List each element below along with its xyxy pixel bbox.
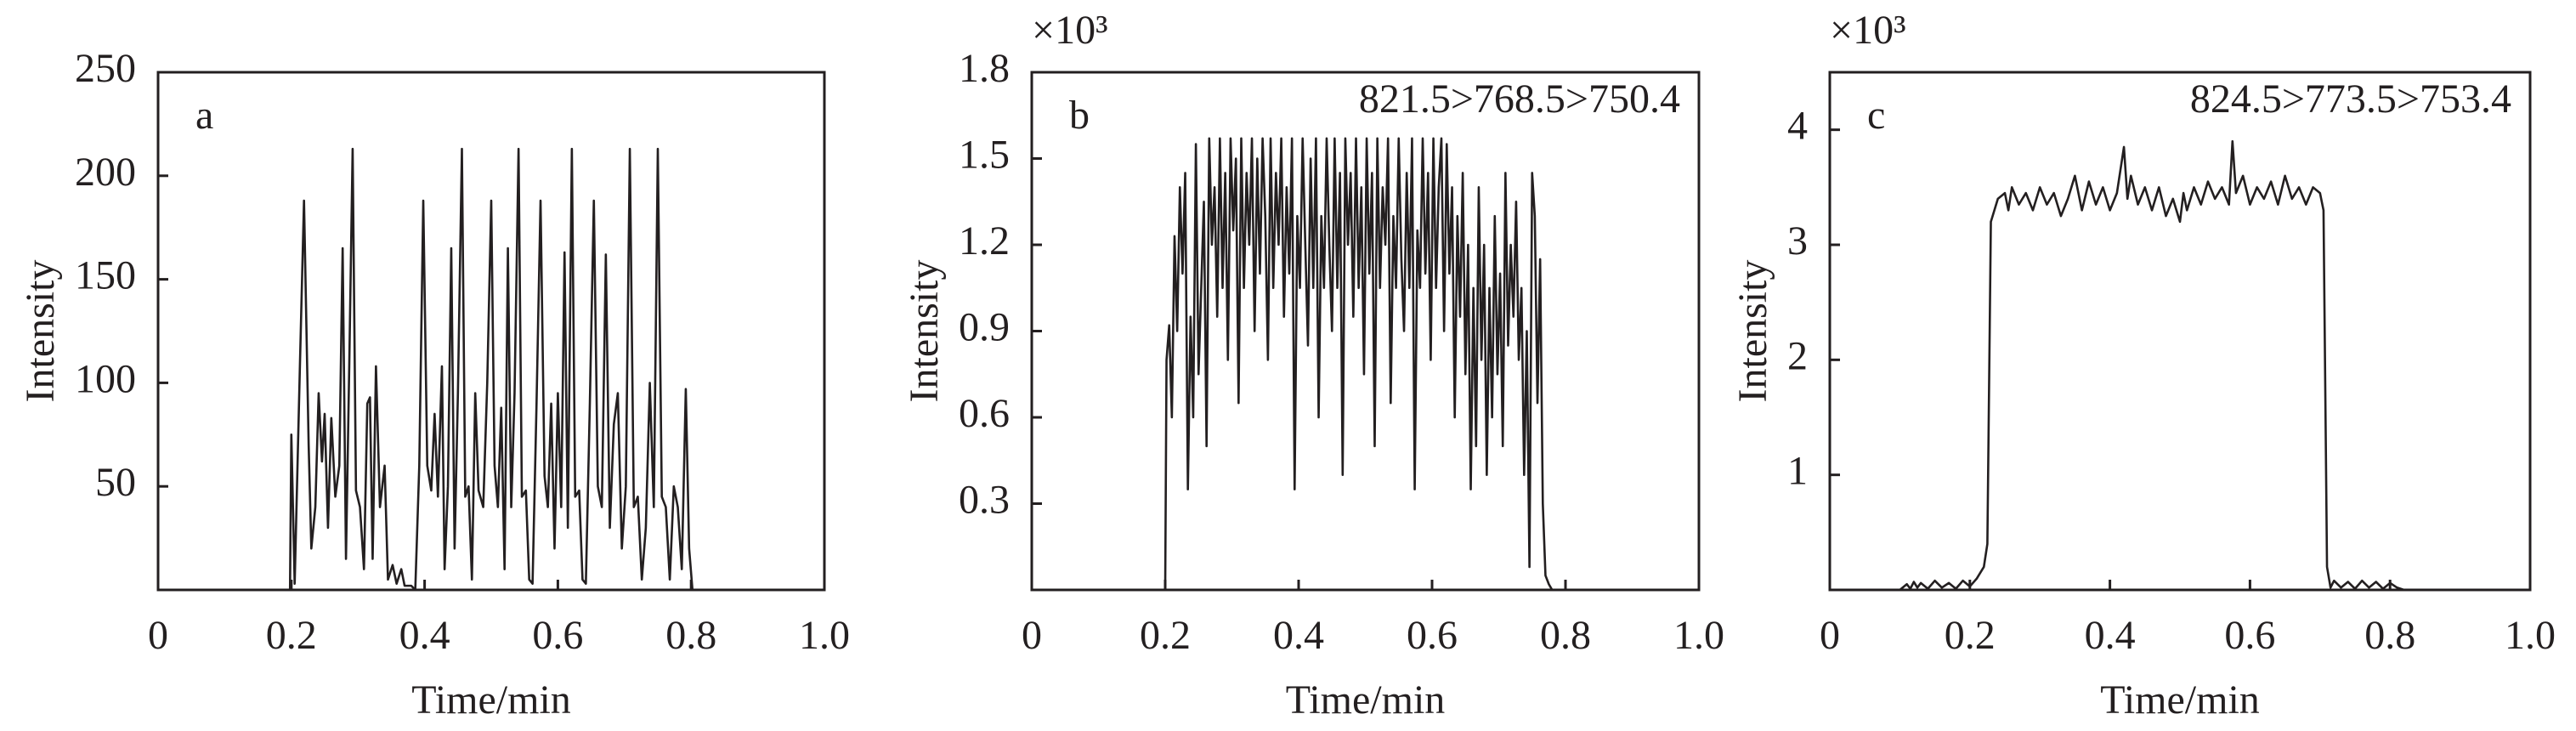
transition-annotation: 821.5>768.5>750.4 [1359,76,1680,122]
x-tick-label: 0.8 [2364,613,2415,658]
y-tick-label: 1.8 [959,46,1010,91]
y-tick-label: 4 [1787,104,1808,149]
x-axis-label: Time/min [411,677,571,722]
x-tick-label: 0.2 [266,613,317,658]
x-tick-label: 0.4 [2085,613,2136,658]
x-axis-label: Time/min [1286,677,1446,722]
data-line [284,147,699,592]
y-tick-label: 250 [75,46,136,91]
y-multiplier: ×10³ [1032,8,1107,53]
x-tick-label: 0 [1022,613,1042,658]
y-multiplier: ×10³ [1830,8,1905,53]
y-tick-label: 1.5 [959,133,1010,178]
x-tick-label: 0.6 [1407,613,1458,658]
transition-annotation: 824.5>773.5>753.4 [2190,76,2511,122]
y-tick-label: 1.2 [959,218,1010,264]
data-line [1830,139,2530,592]
y-axis-label: Intensity [1730,260,1775,403]
panel-label: a [195,93,213,138]
x-axis-label: Time/min [2100,677,2260,722]
y-tick-label: 150 [75,253,136,298]
y-tick-label: 100 [75,356,136,401]
y-tick-label: 2 [1787,333,1808,378]
y-tick-label: 3 [1787,218,1808,264]
x-tick-label: 1.0 [2505,613,2556,658]
x-tick-label: 0.8 [1540,613,1591,658]
data-line [1163,137,1565,592]
y-tick-label: 0.3 [959,478,1010,523]
x-tick-label: 0 [148,613,168,658]
y-tick-label: 200 [75,150,136,195]
x-tick-label: 1.0 [1673,613,1724,658]
y-tick-label: 50 [95,460,136,505]
x-tick-label: 0.6 [2224,613,2275,658]
x-tick-label: 0.6 [532,613,583,658]
x-tick-label: 1.0 [799,613,850,658]
panel-label: b [1069,93,1090,138]
y-axis-label: Intensity [18,260,63,403]
y-tick-label: 1 [1787,449,1808,494]
x-tick-label: 0.8 [665,613,716,658]
y-tick-label: 0.6 [959,391,1010,436]
x-tick-label: 0.4 [399,613,450,658]
y-axis-label: Intensity [902,260,947,403]
x-tick-label: 0.4 [1273,613,1324,658]
plot-frame [156,71,826,592]
x-tick-label: 0 [1820,613,1840,658]
plot-frame [1828,71,2532,592]
x-tick-label: 0.2 [1945,613,1996,658]
y-tick-label: 0.9 [959,305,1010,350]
x-tick-label: 0.2 [1140,613,1191,658]
panel-label: c [1867,93,1885,138]
